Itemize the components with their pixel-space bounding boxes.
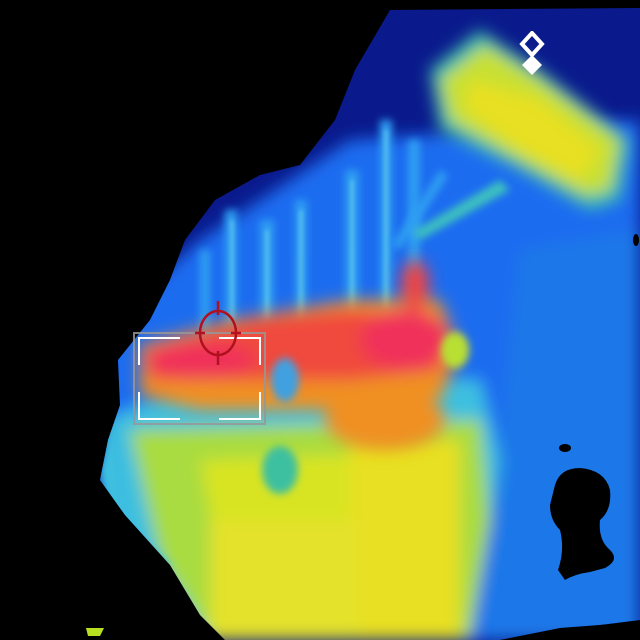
roi-corner-top-left [138,337,180,365]
roi-corner-bottom-right [219,392,261,420]
diamond-navigation-icon[interactable] [518,31,546,77]
occlusion-shape [500,234,640,640]
roi-corner-top-right [219,337,261,365]
crosshair-circle-icon[interactable] [195,301,241,365]
roi-bracket-frame-icon [138,337,261,420]
roi-corner-bottom-left [138,392,180,420]
